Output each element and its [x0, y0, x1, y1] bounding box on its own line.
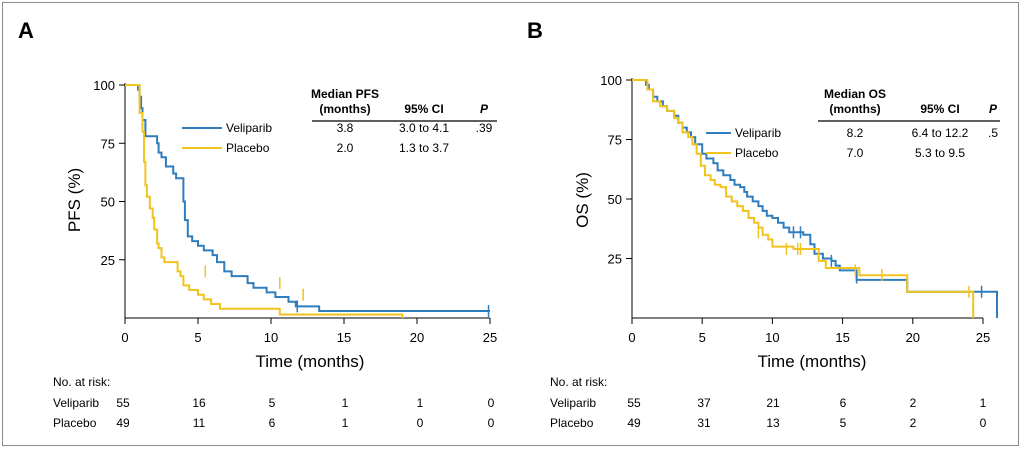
y-tick-label: 25 — [101, 253, 115, 268]
x-tick-label: 20 — [906, 330, 920, 345]
y-tick-label: 75 — [608, 133, 622, 148]
legend-label-placebo: Placebo — [735, 146, 779, 160]
x-tick-label: 10 — [765, 330, 779, 345]
legend-header-p: P — [989, 102, 998, 116]
legend-median-value: 8.2 — [847, 126, 864, 140]
km-curve-placebo — [125, 84, 404, 318]
risk-count: 5 — [269, 396, 276, 410]
legend-p-value: .5 — [988, 126, 998, 140]
legend-ci-value: 1.3 to 3.7 — [399, 141, 449, 155]
y-tick-label: 75 — [101, 136, 115, 151]
legend-header-ci: 95% CI — [920, 102, 959, 116]
legend-label-placebo: Placebo — [226, 141, 270, 155]
risk-count: 6 — [269, 416, 276, 430]
risk-count: 1 — [342, 396, 349, 410]
x-axis-title: Time (months) — [758, 352, 867, 371]
y-tick-label: 100 — [600, 73, 622, 88]
legend-median-value: 2.0 — [337, 141, 354, 155]
x-axis-title: Time (months) — [256, 352, 365, 371]
risk-count: 6 — [840, 396, 847, 410]
legend-label-veliparib: Veliparib — [226, 121, 272, 135]
risk-count: 2 — [910, 416, 917, 430]
risk-count: 0 — [417, 416, 424, 430]
risk-count: 0 — [980, 416, 987, 430]
risk-count: 1 — [342, 416, 349, 430]
risk-table-title: No. at risk: — [53, 375, 110, 389]
legend-label-veliparib: Veliparib — [735, 126, 781, 140]
legend-header-months: (months) — [829, 102, 880, 116]
risk-count: 1 — [980, 396, 987, 410]
risk-count: 0 — [488, 396, 495, 410]
x-tick-label: 5 — [699, 330, 706, 345]
risk-count: 55 — [116, 396, 130, 410]
risk-count: 37 — [697, 396, 711, 410]
legend-header-p: P — [480, 102, 489, 116]
risk-row-label: Placebo — [53, 416, 97, 430]
x-tick-label: 10 — [264, 330, 278, 345]
risk-count: 11 — [193, 416, 206, 430]
y-tick-label: 50 — [101, 195, 115, 210]
y-axis-title: PFS (%) — [65, 168, 84, 232]
x-tick-label: 25 — [976, 330, 990, 345]
x-tick-label: 5 — [194, 330, 201, 345]
x-tick-label: 15 — [835, 330, 849, 345]
risk-count: 13 — [766, 416, 780, 430]
risk-count: 1 — [417, 396, 424, 410]
risk-table-title: No. at risk: — [550, 375, 607, 389]
legend-median-value: 3.8 — [337, 121, 354, 135]
y-tick-label: 50 — [608, 192, 622, 207]
km-curve-placebo — [632, 79, 975, 318]
x-tick-label: 0 — [628, 330, 635, 345]
risk-count: 5 — [840, 416, 847, 430]
x-tick-label: 15 — [337, 330, 351, 345]
risk-row-label: Veliparib — [53, 396, 99, 410]
risk-count: 49 — [627, 416, 641, 430]
legend-ci-value: 6.4 to 12.2 — [912, 126, 969, 140]
km-curve-veliparib — [125, 84, 490, 312]
risk-count: 55 — [627, 396, 641, 410]
legend-ci-value: 3.0 to 4.1 — [399, 121, 449, 135]
x-tick-label: 20 — [410, 330, 424, 345]
x-tick-label: 0 — [121, 330, 128, 345]
risk-count: 49 — [116, 416, 130, 430]
y-tick-label: 100 — [93, 78, 115, 93]
legend-median-value: 7.0 — [847, 146, 864, 160]
legend-ci-value: 5.3 to 9.5 — [915, 146, 965, 160]
legend-p-value: .39 — [476, 121, 493, 135]
risk-row-label: Veliparib — [550, 396, 596, 410]
legend-header-median: Median PFS — [311, 87, 379, 101]
panel-label: B — [527, 18, 543, 43]
risk-count: 2 — [910, 396, 917, 410]
risk-count: 21 — [766, 396, 780, 410]
panel-label: A — [18, 18, 34, 43]
risk-row-label: Placebo — [550, 416, 594, 430]
risk-count: 31 — [697, 416, 711, 430]
risk-count: 16 — [192, 396, 206, 410]
legend-header-median: Median OS — [824, 87, 886, 101]
legend-header-ci: 95% CI — [404, 102, 443, 116]
legend-header-months: (months) — [319, 102, 370, 116]
y-axis-title: OS (%) — [573, 172, 592, 228]
x-tick-label: 25 — [483, 330, 497, 345]
risk-count: 0 — [488, 416, 495, 430]
y-tick-label: 25 — [608, 252, 622, 267]
